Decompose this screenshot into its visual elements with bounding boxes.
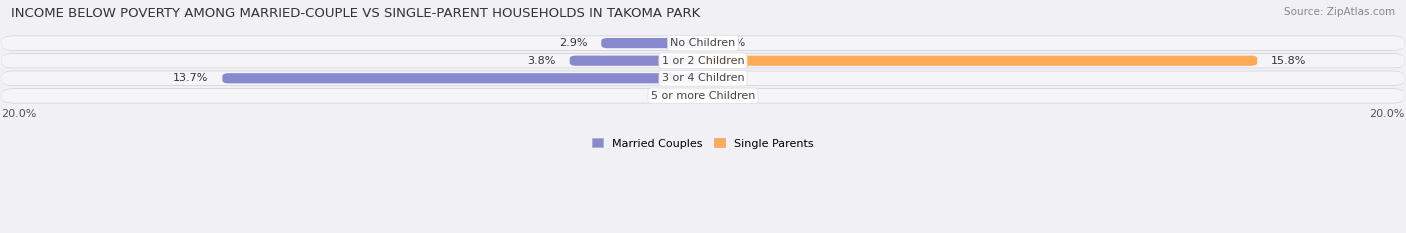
Text: 3 or 4 Children: 3 or 4 Children	[662, 73, 744, 83]
Text: 20.0%: 20.0%	[1369, 109, 1405, 119]
FancyBboxPatch shape	[1, 89, 1405, 103]
Text: 0.0%: 0.0%	[661, 91, 689, 101]
FancyBboxPatch shape	[1, 36, 1405, 50]
FancyBboxPatch shape	[222, 73, 703, 83]
FancyBboxPatch shape	[1, 88, 1405, 103]
Text: 0.0%: 0.0%	[717, 91, 745, 101]
Text: No Children: No Children	[671, 38, 735, 48]
Text: 3.8%: 3.8%	[527, 56, 555, 66]
Text: 20.0%: 20.0%	[1, 109, 37, 119]
Text: 0.0%: 0.0%	[717, 38, 745, 48]
FancyBboxPatch shape	[1, 71, 1405, 86]
FancyBboxPatch shape	[602, 38, 703, 48]
Text: Source: ZipAtlas.com: Source: ZipAtlas.com	[1284, 7, 1395, 17]
Text: 1 or 2 Children: 1 or 2 Children	[662, 56, 744, 66]
Text: INCOME BELOW POVERTY AMONG MARRIED-COUPLE VS SINGLE-PARENT HOUSEHOLDS IN TAKOMA : INCOME BELOW POVERTY AMONG MARRIED-COUPL…	[11, 7, 700, 20]
Text: 2.9%: 2.9%	[558, 38, 588, 48]
Text: 13.7%: 13.7%	[173, 73, 208, 83]
Text: 5 or more Children: 5 or more Children	[651, 91, 755, 101]
FancyBboxPatch shape	[1, 36, 1405, 51]
FancyBboxPatch shape	[569, 56, 703, 66]
FancyBboxPatch shape	[1, 71, 1405, 85]
Text: 0.0%: 0.0%	[717, 73, 745, 83]
FancyBboxPatch shape	[1, 54, 1405, 68]
Legend: Married Couples, Single Parents: Married Couples, Single Parents	[592, 138, 814, 149]
FancyBboxPatch shape	[703, 56, 1257, 66]
Text: 15.8%: 15.8%	[1271, 56, 1306, 66]
FancyBboxPatch shape	[1, 53, 1405, 68]
